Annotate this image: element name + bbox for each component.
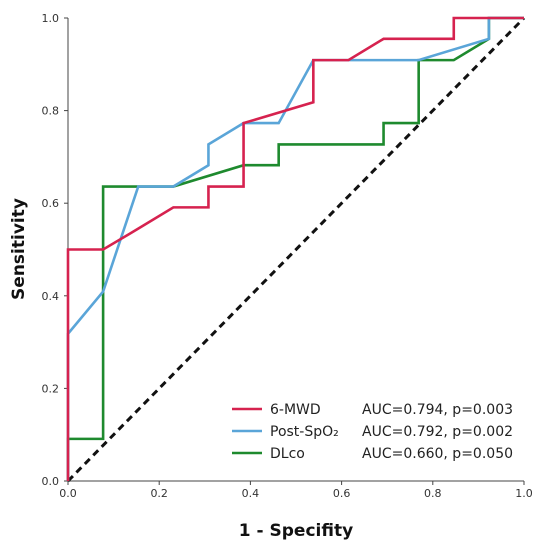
- x-tick-label: 0.0: [59, 487, 77, 500]
- legend-name-2: DLco: [270, 446, 305, 462]
- y-tick-label: 0.8: [42, 105, 60, 118]
- legend-auc-2: AUC=0.660, p=0.050: [362, 446, 513, 462]
- x-tick-label: 1.0: [515, 487, 533, 500]
- legend-name-0: 6-MWD: [270, 402, 321, 418]
- series-line-1: [66, 16, 524, 481]
- y-tick-label: 0.2: [42, 382, 60, 395]
- y-axis-label: Sensitivity: [9, 198, 29, 300]
- tick-labels: 0.0 0.2 0.4 0.6 0.8 1.0 0.0 0.2 0.4 0.6 0.8 1.0: [42, 12, 533, 500]
- x-tick-label: 0.4: [242, 487, 260, 500]
- series-lines: [66, 16, 526, 483]
- y-tick-label: 0.0: [42, 475, 60, 488]
- reference-diagonal-line: [66, 16, 526, 483]
- legend-auc-0: AUC=0.794, p=0.003: [362, 402, 513, 418]
- x-axis-label: 1 - Specifity: [239, 521, 353, 541]
- y-tick-label: 0.6: [42, 197, 60, 210]
- x-tick-label: 0.6: [333, 487, 351, 500]
- y-tick-label: 0.4: [42, 290, 60, 303]
- series-line-0: [66, 16, 524, 481]
- legend-auc-1: AUC=0.792, p=0.002: [362, 424, 513, 440]
- y-tick-label: 1.0: [42, 12, 60, 25]
- legend-name-1: Post-SpO₂: [270, 424, 339, 440]
- x-tick-label: 0.8: [424, 487, 442, 500]
- series-line-2: [66, 16, 524, 481]
- legend: 6-MWD AUC=0.794, p=0.003 Post-SpO₂ AUC=0.79…: [232, 402, 513, 462]
- x-tick-label: 0.2: [150, 487, 168, 500]
